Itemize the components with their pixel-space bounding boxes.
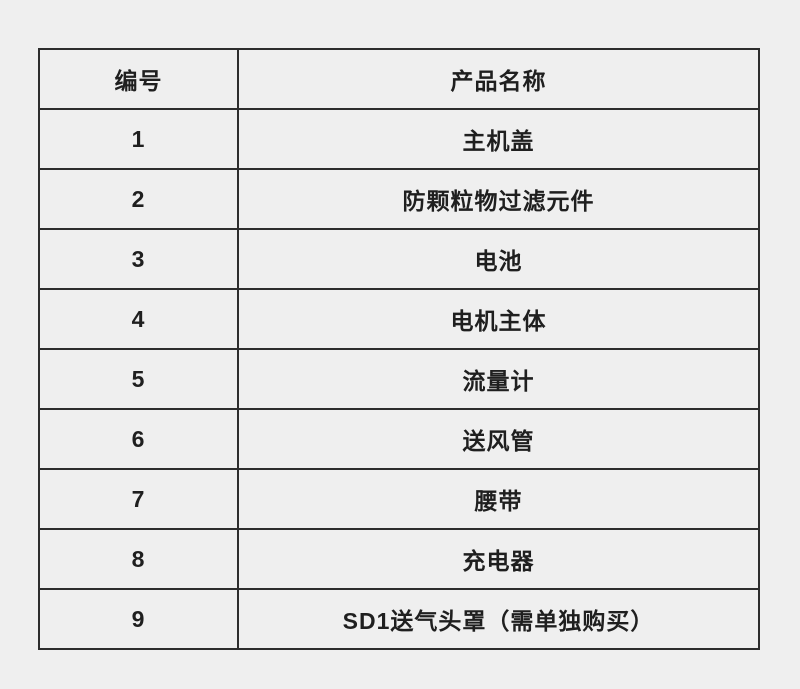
cell-name: 流量计 <box>237 348 760 410</box>
table-row: 2 防颗粒物过滤元件 <box>38 168 760 230</box>
cell-id: 5 <box>38 348 239 410</box>
cell-name: 电池 <box>237 228 760 290</box>
header-cell-id: 编号 <box>38 48 239 110</box>
cell-name: 送风管 <box>237 408 760 470</box>
table-row: 1 主机盖 <box>38 108 760 170</box>
table-header-row: 编号 产品名称 <box>38 48 760 110</box>
parts-table: 编号 产品名称 1 主机盖 2 防颗粒物过滤元件 3 电池 4 电机主体 5 <box>38 48 760 650</box>
header-cell-name: 产品名称 <box>237 48 760 110</box>
cell-id: 2 <box>38 168 239 230</box>
cell-id: 4 <box>38 288 239 350</box>
cell-id: 9 <box>38 588 239 650</box>
cell-name: 主机盖 <box>237 108 760 170</box>
cell-name: 充电器 <box>237 528 760 590</box>
cell-id: 6 <box>38 408 239 470</box>
table-row: 4 电机主体 <box>38 288 760 350</box>
cell-id: 3 <box>38 228 239 290</box>
table-row: 8 充电器 <box>38 528 760 590</box>
cell-name: 防颗粒物过滤元件 <box>237 168 760 230</box>
cell-name: 腰带 <box>237 468 760 530</box>
table-row: 9 SD1送气头罩（需单独购买） <box>38 588 760 650</box>
table-row: 6 送风管 <box>38 408 760 470</box>
table-row: 7 腰带 <box>38 468 760 530</box>
cell-id: 7 <box>38 468 239 530</box>
cell-name: 电机主体 <box>237 288 760 350</box>
cell-id: 1 <box>38 108 239 170</box>
cell-name: SD1送气头罩（需单独购买） <box>237 588 760 650</box>
table-row: 5 流量计 <box>38 348 760 410</box>
table-row: 3 电池 <box>38 228 760 290</box>
cell-id: 8 <box>38 528 239 590</box>
